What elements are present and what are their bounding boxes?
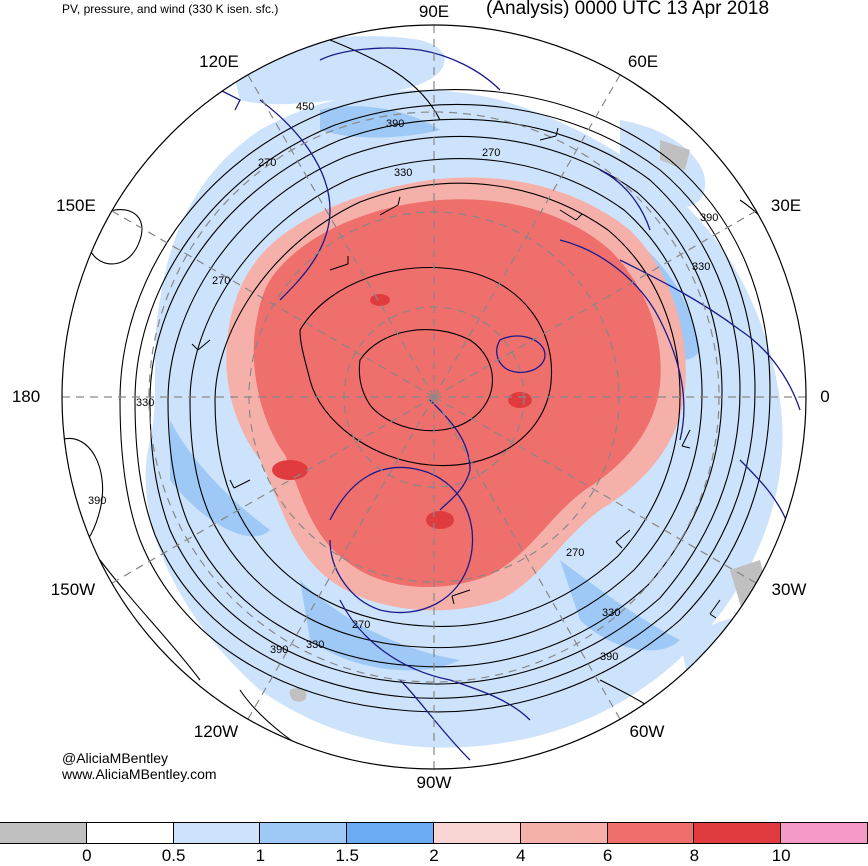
- contour-label: 390: [88, 495, 106, 507]
- lon-label-30e: 30E: [770, 196, 802, 215]
- credit-website: www.AliciaMBentley.com: [62, 766, 217, 782]
- colorbar-swatch: [780, 822, 868, 844]
- contour-label: 270: [212, 275, 230, 287]
- colorbar-swatch: [0, 822, 87, 844]
- colorbar-tick-label: 2: [429, 846, 439, 865]
- pv-shading-dark-red: [272, 294, 532, 529]
- contour-label: 390: [270, 644, 288, 656]
- colorbar-swatch: [519, 822, 608, 844]
- contour-label: 390: [700, 212, 718, 224]
- colorbar-swatch: [432, 822, 521, 844]
- colorbar-tick-label: 6: [602, 846, 613, 865]
- colorbar-tick-label: 8: [689, 846, 700, 865]
- colorbar: [0, 822, 868, 844]
- coastlines: [219, 47, 801, 761]
- contour-label: 270: [258, 157, 276, 169]
- lon-label-120e: 120E: [199, 52, 239, 71]
- contour-label: 270: [482, 147, 500, 159]
- credit-handle: @AliciaMBentley: [62, 750, 169, 766]
- colorbar-tick-label: 1.5: [335, 846, 360, 865]
- contour-label: 330: [136, 397, 154, 409]
- contour-label: 330: [394, 167, 412, 179]
- colorbar-swatch: [346, 822, 434, 844]
- colorbar-tick-label: 4: [516, 846, 526, 865]
- lon-label-0: 0: [820, 387, 830, 406]
- colorbar-tick-label: 0: [82, 846, 92, 865]
- lon-label-60e: 60E: [627, 52, 659, 71]
- contour-label: 450: [296, 101, 314, 113]
- map-boundary: [61, 24, 807, 770]
- colorbar-swatch: [259, 822, 348, 844]
- lon-label-90w: 90W: [416, 773, 452, 792]
- contour-label: 270: [566, 547, 584, 559]
- pv-shading-red: [253, 199, 661, 587]
- lon-label-180: 180: [11, 387, 41, 406]
- contour-labels: 450 390 330 270 390 330 270 330 390 270 …: [88, 101, 718, 663]
- meridians: [62, 25, 806, 769]
- contour-label: 270: [352, 619, 370, 631]
- colorbar-swatch: [606, 822, 695, 844]
- map-valid-time: (Analysis) 0000 UTC 13 Apr 2018: [486, 0, 770, 19]
- colorbar-tick-label: 1: [255, 846, 266, 865]
- lon-label-90e: 90E: [418, 2, 450, 21]
- contour-label: 390: [386, 118, 404, 130]
- contour-label: 390: [600, 651, 618, 663]
- colorbar-tick-label: 10: [771, 846, 791, 865]
- contour-label: 330: [692, 261, 710, 273]
- lon-label-150e: 150E: [56, 196, 96, 215]
- colorbar-swatch: [693, 822, 782, 844]
- lon-label-30w: 30W: [771, 580, 807, 599]
- contour-label: 330: [306, 639, 324, 651]
- lon-label-150w: 150W: [50, 580, 96, 599]
- wind-barbs: [191, 127, 721, 619]
- lon-label-60w: 60W: [629, 722, 665, 741]
- colorbar-swatch: [85, 822, 174, 844]
- contour-label: 330: [602, 607, 620, 619]
- lon-label-120w: 120W: [193, 722, 239, 741]
- colorbar-swatch: [172, 822, 261, 844]
- colorbar-tick-label: 0.5: [161, 846, 186, 865]
- map-title: PV, pressure, and wind (330 K isen. sfc.…: [62, 2, 279, 16]
